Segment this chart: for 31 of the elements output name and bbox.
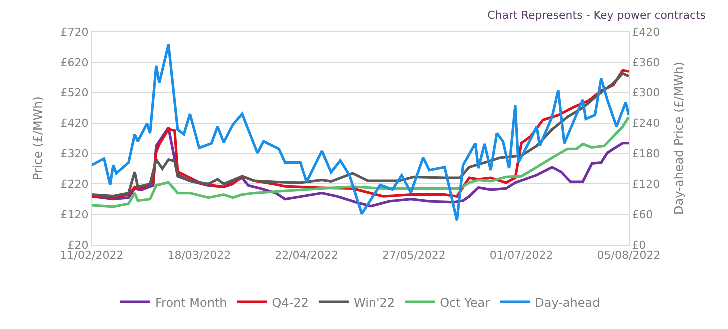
chart-title: Chart Represents - Key power contracts [488, 9, 706, 22]
y2-axis-title: Day-ahead Price (£/MWh) [672, 62, 686, 215]
y2-tick-label: £300 [632, 86, 660, 100]
y-tick-label: £620 [60, 56, 89, 70]
x-tick-label: 05/08/2022 [597, 249, 661, 262]
y-tick-label: £720 [60, 26, 89, 39]
y2-tick-label: £420 [632, 26, 660, 39]
legend-label: Win'22 [354, 296, 396, 310]
legend-label: Day-ahead [535, 296, 600, 310]
x-tick-label: 01/07/2022 [490, 249, 554, 262]
y2-tick-label: £180 [632, 148, 660, 161]
y2-tick-label: £360 [632, 56, 660, 70]
y-tick-label: £320 [60, 148, 89, 161]
y2-tick-label: £120 [632, 178, 660, 191]
y2-tick-label: £240 [632, 117, 660, 130]
y2-tick-label: £0 [632, 238, 646, 252]
y-tick-label: £520 [60, 86, 89, 100]
x-tick-label: 27/05/2022 [382, 249, 446, 262]
y-tick-label: £220 [60, 178, 89, 191]
y2-tick-label: £60 [632, 208, 654, 222]
x-tick-label: 11/02/2022 [60, 249, 124, 262]
y-tick-label: £20 [68, 238, 89, 252]
x-tick-label: 22/04/2022 [275, 249, 339, 262]
legend-label: Q4-22 [272, 296, 309, 310]
y-tick-label: £120 [60, 208, 89, 222]
legend-label: Oct Year [440, 296, 490, 310]
y-tick-label: £420 [60, 117, 89, 130]
y-axis-title: Price (£/MWh) [31, 96, 46, 180]
x-tick-label: 18/03/2022 [168, 249, 232, 262]
legend-label: Front Month [156, 296, 228, 310]
line-series [92, 43, 629, 222]
